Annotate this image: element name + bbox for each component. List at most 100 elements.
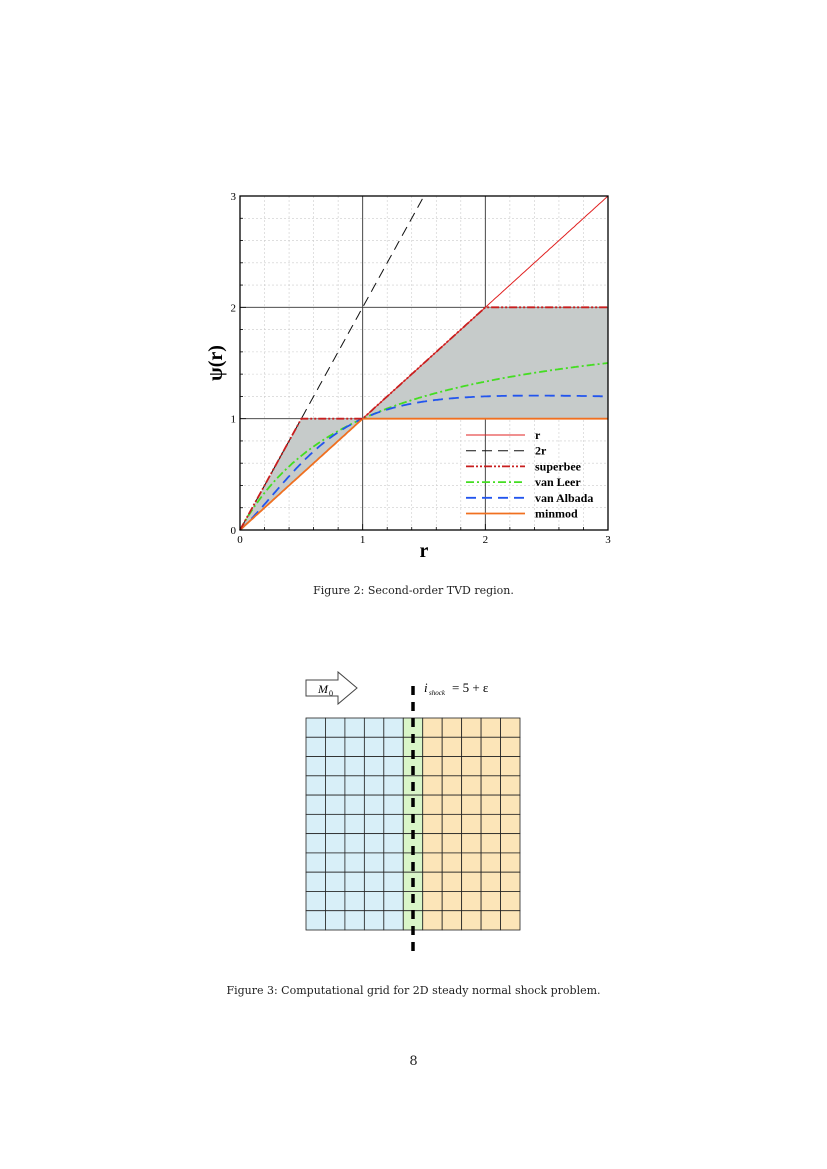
grid-cell [441, 852, 463, 873]
grid-cell [305, 736, 326, 757]
grid-cell [383, 717, 404, 738]
series-minmod [239, 417, 608, 531]
series-van-albada [239, 394, 608, 531]
grid-cell [325, 871, 346, 892]
grid-cell [305, 910, 326, 931]
grid-cell [363, 833, 385, 854]
grid-cell [461, 910, 482, 931]
grid-cell [480, 891, 501, 912]
inflow-arrow: M 0 [305, 670, 358, 706]
x-tick-label: 2 [483, 534, 489, 546]
grid-cell [344, 794, 365, 815]
grid-cell [441, 775, 463, 796]
grid-cell [441, 794, 463, 815]
grid-cell [325, 717, 346, 738]
x-tick-label: 0 [237, 534, 243, 546]
grid-cell [480, 833, 501, 854]
grid-cell [305, 775, 326, 796]
grid-cell [422, 813, 443, 835]
grid-cell [363, 775, 385, 796]
grid-cell [305, 717, 326, 738]
legend-label: van Albada [535, 491, 593, 505]
y-axis-label: ψ(r) [205, 345, 227, 381]
grid-cell [500, 891, 521, 912]
grid-cell [383, 736, 404, 757]
grid-cell [344, 756, 365, 777]
grid-cell [363, 852, 385, 873]
grid-cell [500, 736, 521, 757]
page-number: 8 [409, 1054, 418, 1069]
grid-cell [441, 891, 463, 912]
grid-cell [305, 871, 326, 892]
figure-2-caption: Figure 2: Second-order TVD region. [313, 584, 514, 597]
grid-cell [383, 910, 404, 931]
grid-cell [480, 775, 501, 796]
grid-cell [422, 736, 443, 757]
grid-cell [461, 833, 482, 854]
grid-cell [480, 717, 501, 738]
grid-cell [500, 794, 521, 815]
grid-cell [480, 794, 501, 815]
grid-cell [383, 833, 404, 854]
series-van-leer [239, 362, 609, 531]
shock-label-i: i [424, 680, 428, 695]
grid-cell [422, 717, 443, 738]
grid-cell [480, 871, 501, 892]
grid-cell [461, 813, 482, 835]
shock-label-sub: shock [429, 689, 446, 697]
grid-cell [461, 736, 482, 757]
grid-cell [325, 736, 346, 757]
grid-cell [325, 813, 346, 835]
grid-cell [441, 756, 463, 777]
grid-cell [441, 871, 463, 892]
grid-cell [383, 852, 404, 873]
grid-cell [344, 736, 365, 757]
grid-cell [461, 794, 482, 815]
grid-cell [461, 891, 482, 912]
grid-cell [422, 871, 443, 892]
grid-cell [344, 833, 365, 854]
grid-cell [325, 794, 346, 815]
grid-cell [325, 756, 346, 777]
grid-cell [363, 871, 385, 892]
grid-cell [422, 775, 443, 796]
grid-cell [480, 852, 501, 873]
series-superbee [239, 306, 608, 531]
grid-cell [344, 813, 365, 835]
plot-frame [239, 195, 609, 531]
grid-cell [363, 717, 385, 738]
grid-cell [500, 775, 521, 796]
y-tick-label: 2 [231, 302, 237, 314]
legend-label: minmod [535, 507, 578, 521]
grid-cell [422, 756, 443, 777]
inflow-label: M [317, 682, 329, 696]
grid-cell [383, 756, 404, 777]
grid-cell [500, 717, 521, 738]
grid-cell [500, 910, 521, 931]
grid-cell [441, 717, 463, 738]
grid-cell [344, 717, 365, 738]
grid-cell [325, 910, 346, 931]
grid-cell [461, 756, 482, 777]
legend-label: superbee [535, 459, 582, 473]
grid-cell [344, 910, 365, 931]
grid-cell [480, 736, 501, 757]
grid-cell [305, 852, 326, 873]
grid-cell [305, 833, 326, 854]
legend-label: r [535, 428, 541, 442]
grid-cell [422, 794, 443, 815]
grid-cell [500, 852, 521, 873]
grid-cell [383, 775, 404, 796]
legend-label: van Leer [535, 475, 581, 489]
x-tick-label: 3 [605, 534, 611, 546]
grid-cell [325, 852, 346, 873]
grid-cell [461, 717, 482, 738]
grid-cell [363, 891, 385, 912]
grid-cell [500, 813, 521, 835]
grid-cell [480, 813, 501, 835]
grid-cell [422, 833, 443, 854]
shock-label: i shock = 5 + ε [424, 680, 489, 697]
grid-cell [422, 910, 443, 931]
grid-cell [344, 852, 365, 873]
